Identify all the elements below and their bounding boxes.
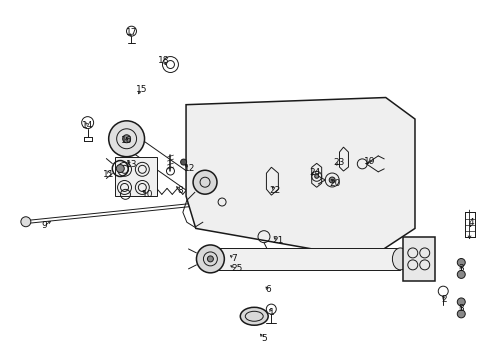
Text: 25: 25: [231, 265, 243, 274]
Bar: [402, 237, 434, 281]
Ellipse shape: [240, 307, 267, 325]
Circle shape: [456, 258, 464, 266]
Circle shape: [456, 310, 464, 318]
Text: 11: 11: [103, 170, 115, 179]
Text: 16: 16: [121, 136, 132, 145]
Circle shape: [116, 165, 124, 172]
Text: 2: 2: [441, 294, 446, 303]
Text: 3: 3: [457, 304, 463, 313]
Text: 15: 15: [135, 85, 147, 94]
Text: 1: 1: [268, 308, 274, 317]
Text: 9: 9: [41, 221, 46, 230]
Text: 18: 18: [158, 57, 169, 66]
Text: 14: 14: [82, 121, 93, 130]
Circle shape: [180, 159, 186, 165]
Circle shape: [193, 170, 217, 194]
Text: 13: 13: [125, 161, 137, 170]
Ellipse shape: [391, 248, 407, 270]
Circle shape: [196, 245, 224, 273]
Text: 20: 20: [328, 179, 340, 188]
Bar: [210, 248, 400, 270]
Text: 5: 5: [261, 334, 266, 343]
Circle shape: [108, 121, 144, 157]
Circle shape: [456, 298, 464, 306]
Text: 12: 12: [184, 164, 195, 173]
Text: 3: 3: [457, 265, 463, 274]
Text: 4: 4: [468, 218, 473, 227]
Circle shape: [314, 174, 318, 178]
Circle shape: [207, 256, 213, 262]
Text: 23: 23: [333, 158, 345, 167]
Circle shape: [328, 177, 334, 183]
Text: 7: 7: [230, 254, 236, 263]
Text: 8: 8: [177, 185, 183, 194]
Bar: [115, 157, 157, 196]
Circle shape: [456, 270, 464, 278]
Text: 17: 17: [125, 28, 137, 37]
Polygon shape: [185, 98, 414, 259]
Text: 21: 21: [271, 236, 283, 245]
Text: 22: 22: [268, 185, 280, 194]
Text: 24: 24: [309, 168, 320, 177]
Text: 6: 6: [264, 285, 270, 294]
Circle shape: [21, 217, 31, 227]
Circle shape: [122, 135, 130, 143]
Text: 19: 19: [364, 157, 375, 166]
Text: 10: 10: [142, 190, 154, 199]
